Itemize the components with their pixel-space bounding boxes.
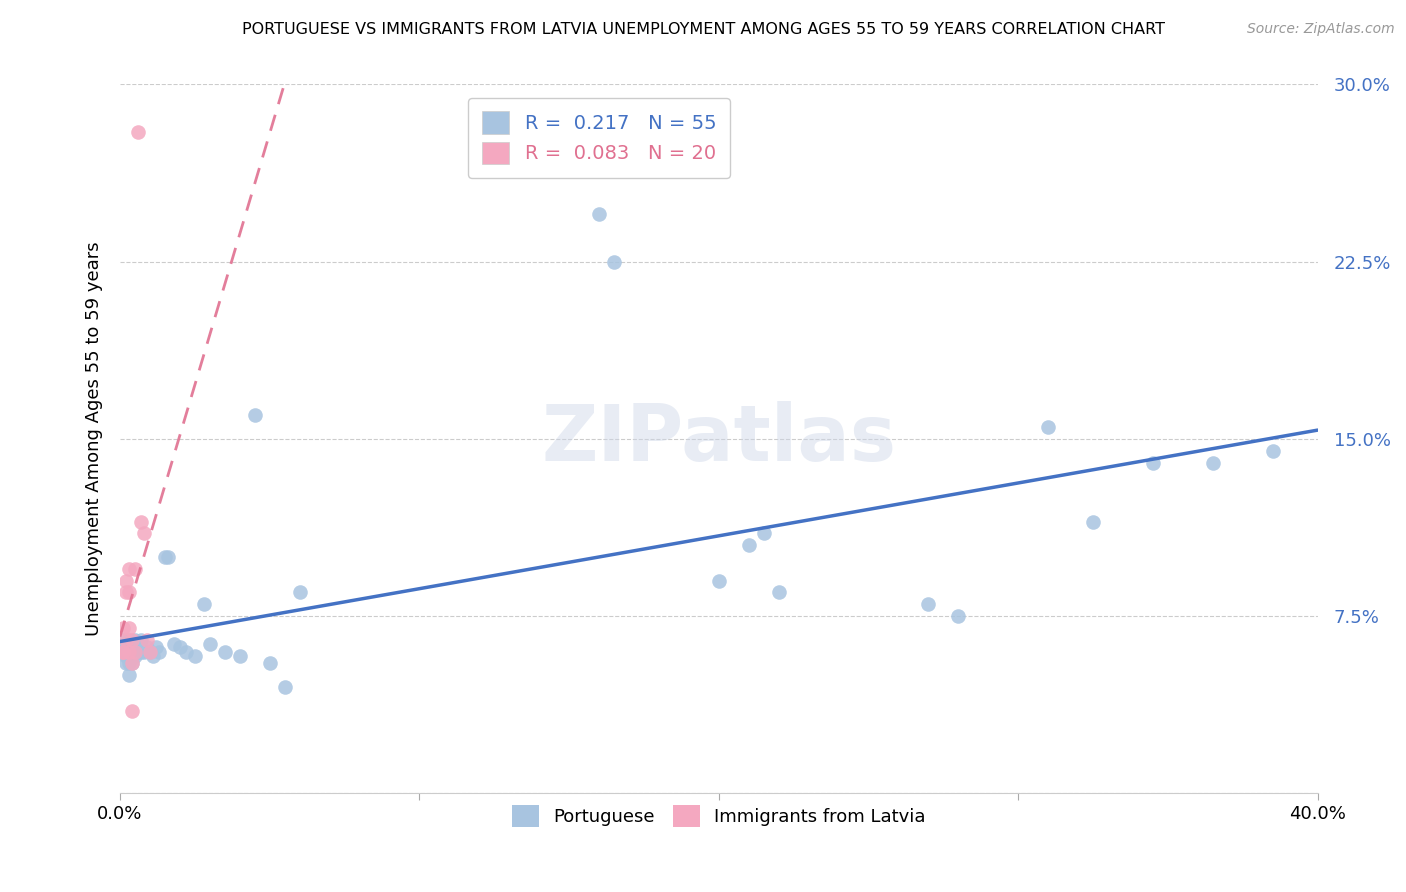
Point	[115, 640, 138, 654]
Point	[127, 644, 149, 658]
Point	[111, 632, 134, 647]
Point	[214, 644, 236, 658]
Point	[156, 549, 179, 564]
Point	[948, 609, 970, 624]
Point	[273, 680, 295, 694]
Text: PORTUGUESE VS IMMIGRANTS FROM LATVIA UNEMPLOYMENT AMONG AGES 55 TO 59 YEARS CORR: PORTUGUESE VS IMMIGRANTS FROM LATVIA UNE…	[242, 22, 1164, 37]
Point	[153, 549, 176, 564]
Point	[139, 644, 162, 658]
Point	[129, 515, 152, 529]
Point	[121, 649, 143, 664]
Point	[129, 632, 152, 647]
Point	[288, 585, 311, 599]
Point	[1261, 443, 1284, 458]
Point	[132, 644, 155, 658]
Point	[184, 649, 207, 664]
Point	[121, 644, 143, 658]
Point	[124, 644, 146, 658]
Legend: Portuguese, Immigrants from Latvia: Portuguese, Immigrants from Latvia	[505, 797, 934, 834]
Point	[118, 638, 141, 652]
Point	[163, 638, 186, 652]
Point	[603, 254, 626, 268]
Point	[738, 538, 761, 552]
Point	[588, 207, 610, 221]
Point	[198, 638, 221, 652]
Point	[243, 409, 266, 423]
Point	[259, 657, 281, 671]
Point	[118, 632, 141, 647]
Point	[135, 632, 157, 647]
Point	[139, 644, 162, 658]
Point	[768, 585, 790, 599]
Point	[1142, 456, 1164, 470]
Point	[124, 649, 146, 664]
Point	[1081, 515, 1104, 529]
Point	[124, 632, 146, 647]
Point	[111, 644, 134, 658]
Point	[118, 657, 141, 671]
Text: ZIPatlas: ZIPatlas	[541, 401, 896, 477]
Point	[124, 562, 146, 576]
Point	[115, 632, 138, 647]
Point	[111, 621, 134, 635]
Point	[121, 704, 143, 718]
Point	[121, 640, 143, 654]
Point	[115, 649, 138, 664]
Point	[132, 526, 155, 541]
Point	[142, 649, 165, 664]
Point	[135, 640, 157, 654]
Point	[127, 638, 149, 652]
Point	[121, 657, 143, 671]
Point	[127, 125, 149, 139]
Point	[752, 526, 775, 541]
Point	[1038, 420, 1060, 434]
Point	[111, 644, 134, 658]
Text: Source: ZipAtlas.com: Source: ZipAtlas.com	[1247, 22, 1395, 37]
Point	[707, 574, 730, 588]
Point	[129, 644, 152, 658]
Point	[115, 657, 138, 671]
Point	[118, 621, 141, 635]
Point	[229, 649, 252, 664]
Point	[118, 585, 141, 599]
Point	[121, 657, 143, 671]
Y-axis label: Unemployment Among Ages 55 to 59 years: Unemployment Among Ages 55 to 59 years	[86, 242, 103, 636]
Point	[174, 644, 197, 658]
Point	[118, 644, 141, 658]
Point	[1202, 456, 1225, 470]
Point	[124, 644, 146, 658]
Point	[193, 597, 215, 611]
Point	[115, 585, 138, 599]
Point	[118, 644, 141, 658]
Point	[115, 574, 138, 588]
Point	[169, 640, 191, 654]
Point	[917, 597, 939, 611]
Point	[115, 644, 138, 658]
Point	[118, 668, 141, 682]
Point	[111, 644, 134, 658]
Point	[148, 644, 170, 658]
Point	[118, 562, 141, 576]
Point	[121, 632, 143, 647]
Point	[145, 640, 167, 654]
